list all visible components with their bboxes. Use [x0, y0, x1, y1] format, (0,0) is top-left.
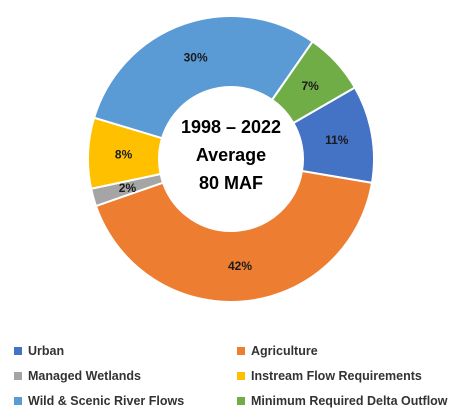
center-title-line-2: Average	[196, 145, 266, 165]
slice-label-wild-and-scenic-river-flows: 30%	[184, 50, 208, 64]
legend-label-agriculture: Agriculture	[251, 344, 318, 358]
legend-item-wild-scenic: Wild & Scenic River Flows	[14, 394, 184, 408]
slice-label-urban: 11%	[325, 133, 349, 147]
legend-swatch-instream-flow	[237, 372, 245, 380]
legend-item-managed-wetlands: Managed Wetlands	[14, 369, 141, 383]
center-title: 1998 – 2022 Average 80 MAF	[181, 117, 281, 193]
slice-label-managed-wetlands: 2%	[119, 181, 137, 195]
legend-label-wild-scenic: Wild & Scenic River Flows	[28, 394, 185, 408]
center-title-line-3: 80 MAF	[199, 173, 263, 193]
legend-swatch-agriculture	[237, 347, 245, 355]
slice-wild-and-scenic-river-flows	[92, 15, 315, 140]
slice-label-instream-flow-requirements: 8%	[115, 147, 133, 161]
legend-swatch-wild-scenic	[14, 397, 22, 405]
legend-item-agriculture: Agriculture	[237, 344, 318, 358]
legend-label-urban: Urban	[28, 344, 65, 358]
legend-swatch-managed-wetlands	[14, 372, 22, 380]
legend-item-urban: Urban	[14, 344, 64, 358]
slice-minimum-required-delta-outflow	[270, 40, 357, 125]
legend-label-instream-flow: Instream Flow Requirements	[251, 369, 422, 383]
legend: Urban Agriculture Managed Wetlands Instr…	[0, 338, 464, 412]
legend-item-delta-outflow: Minimum Required Delta Outflow	[237, 394, 448, 408]
slice-labels: 11% 42% 2% 8% 30% 7%	[115, 50, 349, 273]
slice-label-minimum-required-delta-outflow: 7%	[301, 79, 319, 93]
legend-label-managed-wetlands: Managed Wetlands	[28, 369, 141, 383]
legend-label-delta-outflow: Minimum Required Delta Outflow	[251, 394, 448, 408]
center-title-line-1: 1998 – 2022	[181, 117, 281, 137]
slice-label-agriculture: 42%	[228, 259, 252, 273]
donut-slices	[87, 15, 375, 303]
donut-chart: 11% 42% 2% 8% 30% 7% 1998 – 2022 Average 80 M…	[87, 15, 375, 303]
slice-agriculture	[94, 169, 374, 303]
legend-swatch-urban	[14, 347, 22, 355]
legend-swatch-delta-outflow	[237, 397, 245, 405]
legend-item-instream-flow: Instream Flow Requirements	[237, 369, 422, 383]
